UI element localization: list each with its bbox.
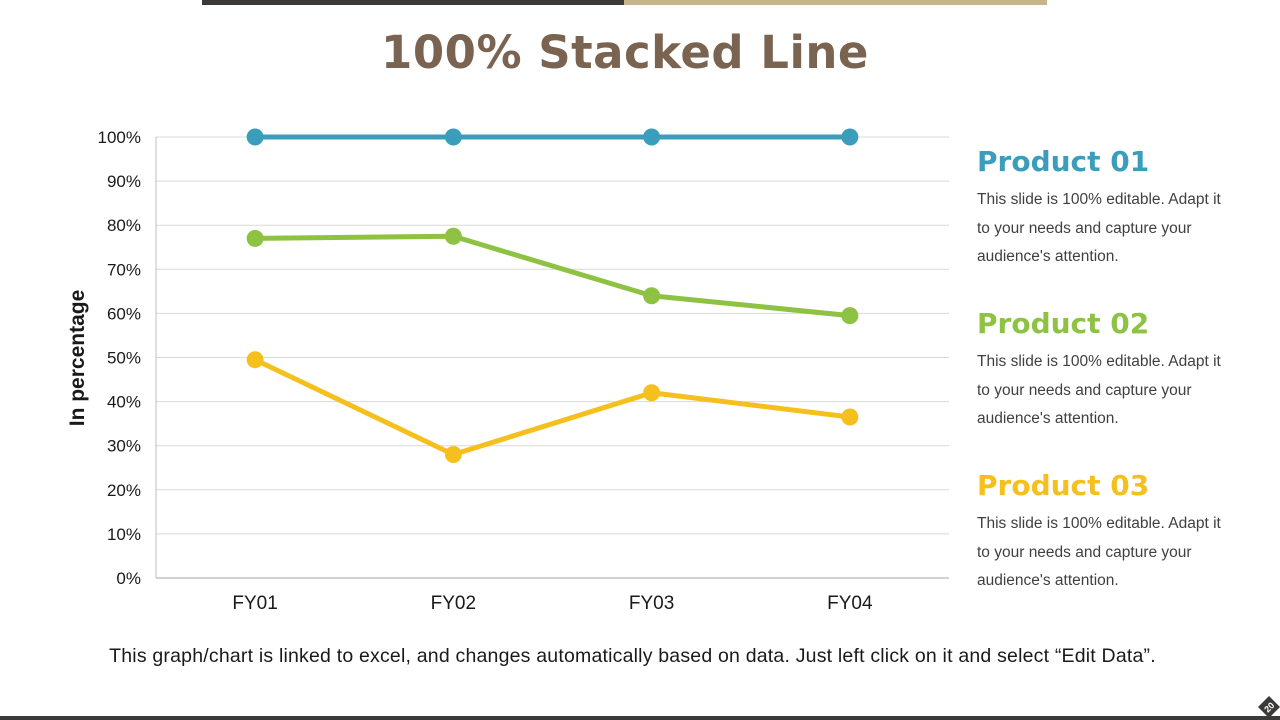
data-point [841,408,859,426]
data-point [444,446,462,464]
y-tick-label: 90% [107,172,141,191]
x-tick-label: FY03 [629,593,674,614]
y-axis-title: In percentage [66,290,89,427]
data-point [841,128,859,146]
y-tick-label: 30% [107,437,141,456]
bottom-divider [0,716,1280,720]
page-number-badge: 20 [1258,696,1280,718]
x-tick-label: FY04 [827,593,873,614]
y-tick-label: 10% [107,525,141,544]
series-2 [246,227,859,325]
data-point [246,128,264,146]
y-tick-label: 80% [107,216,141,235]
data-point [444,227,462,245]
series-line [252,357,853,458]
x-tick-label: FY02 [431,593,476,614]
y-tick-label: 100% [98,128,141,147]
legend-product-02: Product 02 This slide is 100% editable. … [977,307,1237,434]
data-point [444,128,462,146]
y-tick-label: 40% [107,393,141,412]
y-tick-label: 70% [107,260,141,279]
series-line [252,233,853,319]
legend-description-product-01: This slide is 100% editable. Adapt it to… [977,191,1221,265]
legend-product-01: Product 01 This slide is 100% editable. … [977,145,1237,272]
x-tick-label: FY01 [232,593,277,614]
legend-title-product-02: Product 02 [977,307,1150,340]
y-tick-label: 0% [116,569,141,588]
legend-product-03: Product 03 This slide is 100% editable. … [977,469,1237,596]
data-point [246,229,264,247]
data-point [246,351,264,369]
y-tick-label: 60% [107,304,141,323]
top-accent-bar-gold [624,0,1047,5]
data-point [643,384,661,402]
legend-title-product-03: Product 03 [977,469,1150,502]
data-point [643,287,661,305]
footnote-text: This graph/chart is linked to excel, and… [109,645,1156,667]
series-3 [246,351,859,464]
slide-title: 100% Stacked Line [381,26,869,79]
top-accent-bar-dark [202,0,624,5]
data-point [841,307,859,325]
line-chart: 0% 10% 20% 30% 40% 50% 60% 70% 80% 90% 100% FY01 FY0… [66,128,949,614]
y-tick-label: 20% [107,481,141,500]
legend-title-product-01: Product 01 [977,145,1150,178]
y-tick-label: 50% [107,349,141,368]
series-1 [246,128,859,146]
legend-description-product-02: This slide is 100% editable. Adapt it to… [977,353,1221,427]
legend-description-product-03: This slide is 100% editable. Adapt it to… [977,515,1221,589]
data-point [643,128,661,146]
